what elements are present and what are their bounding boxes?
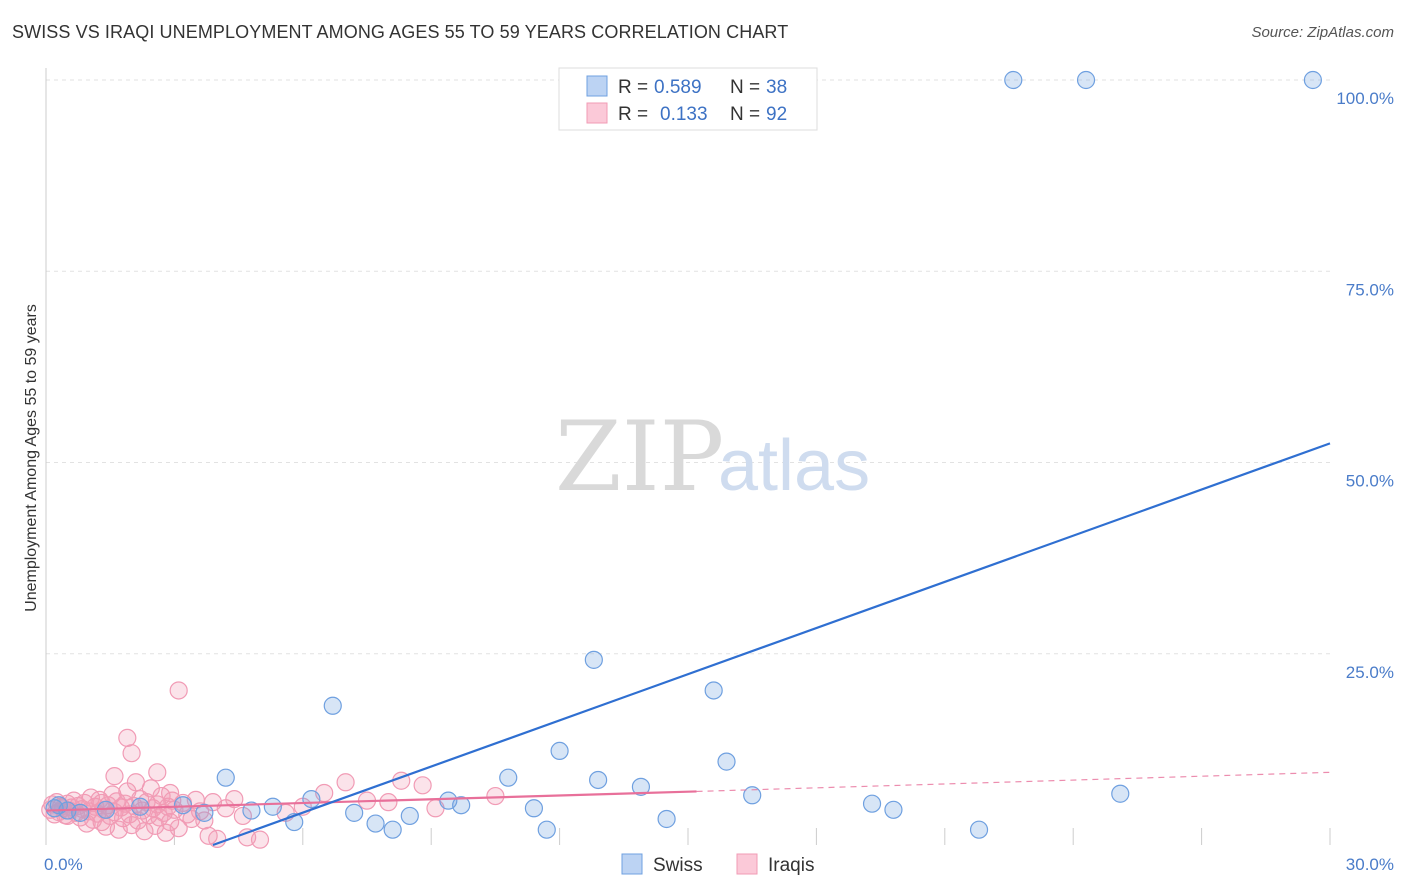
legend-iraqi-r-label: R = — [618, 104, 648, 125]
legend-swiss-n-value: 38 — [766, 77, 787, 98]
iraqi-point-79 — [413, 776, 432, 795]
legend-swiss-r-label: R = — [618, 77, 648, 98]
swiss-point-34 — [1111, 784, 1130, 803]
swiss-point-23 — [550, 741, 569, 761]
swiss-point-37 — [1303, 70, 1322, 90]
iraqi-point-91 — [105, 767, 124, 786]
y-axis-label: Unemployment Among Ages 55 to 59 years — [23, 304, 40, 612]
y-tick-label-1: 50.0% — [1346, 472, 1394, 491]
swiss-point-9 — [242, 801, 261, 820]
iraqi-trend-line-extended — [696, 771, 1331, 793]
swiss-point-13 — [345, 803, 364, 822]
swiss-point-7 — [195, 803, 214, 822]
x-axis-ticks — [45, 828, 1331, 845]
chart-title: SWISS VS IRAQI UNEMPLOYMENT AMONG AGES 5… — [12, 22, 789, 42]
swiss-point-8 — [216, 768, 235, 787]
iraqi-point-59 — [169, 819, 188, 838]
bottom-legend-swatch-iraqi — [736, 853, 758, 875]
swiss-series — [45, 70, 1322, 839]
iraqi-point-83 — [169, 681, 188, 700]
iraqi-point-81 — [118, 728, 137, 748]
legend-iraqi-r-value: 0.133 — [660, 104, 708, 125]
y-axis-tick-labels: 25.0% 50.0% 75.0% 100.0% — [1336, 89, 1394, 682]
swiss-point-33 — [969, 820, 989, 839]
swiss-point-6 — [173, 796, 193, 815]
swiss-point-19 — [452, 796, 471, 815]
swiss-point-30 — [743, 786, 762, 805]
swiss-point-20 — [499, 768, 518, 787]
iraqi-point-84 — [148, 763, 167, 782]
y-tick-label-2: 75.0% — [1346, 280, 1394, 299]
legend-swiss-r-value: 0.589 — [654, 77, 702, 98]
iraqi-point-87 — [195, 811, 214, 830]
swiss-point-27 — [657, 809, 676, 829]
watermark-atlas: atlas — [718, 426, 870, 506]
swiss-point-16 — [400, 806, 419, 826]
iraqi-point-77 — [379, 793, 398, 812]
swiss-point-29 — [717, 752, 736, 771]
swiss-point-31 — [862, 794, 882, 813]
swiss-point-3 — [71, 803, 90, 822]
swiss-point-32 — [884, 800, 903, 819]
iraqi-point-75 — [336, 773, 355, 792]
iraqi-point-70 — [233, 806, 252, 826]
swiss-point-26 — [631, 777, 651, 796]
iraqi-point-80 — [486, 786, 505, 806]
y-tick-label-0: 25.0% — [1346, 663, 1394, 682]
swiss-point-17 — [323, 696, 342, 715]
bottom-legend: Swiss Iraqis — [621, 853, 814, 876]
swiss-point-35 — [1004, 70, 1023, 90]
legend-iraqi-n-label: N = — [730, 104, 760, 125]
legend-swatch-swiss — [586, 75, 608, 97]
watermark-zip: ZIP — [555, 401, 724, 513]
bottom-legend-iraqi: Iraqis — [768, 855, 814, 876]
swiss-point-25 — [584, 650, 603, 669]
bottom-legend-swatch-swiss — [621, 853, 643, 875]
source-credit: Source: ZipAtlas.com — [1251, 24, 1394, 41]
iraqi-point-41 — [128, 811, 148, 830]
x-tick-label-max: 30.0% — [1346, 855, 1394, 874]
swiss-point-12 — [302, 789, 321, 809]
iraqi-trend-line — [45, 790, 697, 812]
bottom-legend-swiss: Swiss — [653, 855, 703, 876]
swiss-point-36 — [1076, 70, 1096, 90]
swiss-trend-line — [212, 442, 1331, 847]
iraqi-point-69 — [225, 789, 244, 809]
swiss-point-10 — [263, 797, 282, 816]
iraqi-point-82 — [122, 744, 141, 763]
x-tick-label-min: 0.0% — [44, 855, 83, 874]
iraqi-point-86 — [161, 783, 180, 803]
legend-iraqi-n-value: 92 — [766, 104, 787, 125]
legend: R = 0.589 N = 38 R = 0.133 N = 92 — [558, 67, 818, 131]
swiss-point-21 — [524, 799, 544, 818]
iraqi-point-67 — [208, 829, 227, 848]
swiss-point-14 — [366, 814, 385, 833]
swiss-point-22 — [537, 820, 556, 839]
swiss-point-24 — [589, 770, 608, 790]
legend-swatch-iraqi — [586, 102, 608, 124]
y-tick-label-3: 100.0% — [1336, 89, 1394, 108]
swiss-point-28 — [704, 681, 723, 700]
iraqi-point-49 — [146, 816, 165, 835]
swiss-point-15 — [383, 820, 402, 839]
legend-swiss-n-label: N = — [730, 77, 760, 98]
